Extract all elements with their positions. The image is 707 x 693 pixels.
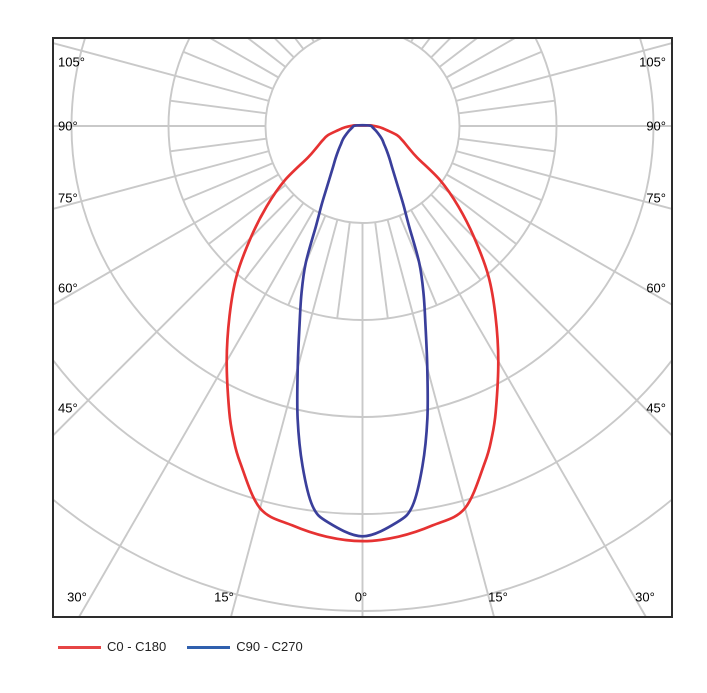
legend-line-red <box>58 645 101 649</box>
intensity-curves <box>225 123 500 543</box>
angle-label: 90° <box>646 119 666 134</box>
grid-radial-line <box>336 222 351 319</box>
angle-label: 60° <box>58 281 78 296</box>
legend-label-c90-c270: C90 - C270 <box>236 639 303 654</box>
grid-radial-line <box>288 0 325 36</box>
grid-radial-line <box>400 0 437 36</box>
angle-label: 90° <box>58 119 78 134</box>
grid-ring <box>54 359 671 515</box>
grid-radial-line <box>420 202 482 281</box>
grid-radial-line <box>182 50 274 90</box>
grid-radial-line <box>430 39 451 59</box>
angle-label: 30° <box>67 590 87 605</box>
angle-label: 0° <box>355 590 367 605</box>
grid-radial-line <box>455 150 671 210</box>
grid-radial-line <box>54 150 270 210</box>
grid-radial-line <box>410 209 647 616</box>
grid-radial-line <box>410 39 414 43</box>
angle-label: 45° <box>646 401 666 416</box>
grid-radial-line <box>455 42 671 102</box>
grid-ring <box>54 498 671 612</box>
grid-radial-line <box>54 42 270 102</box>
legend-item-c0-c180: C0 - C180 <box>58 639 166 655</box>
grid-radial-line <box>446 173 671 306</box>
grid-radial-line <box>374 222 389 319</box>
chart-legend: C0 - C180 C90 - C270 <box>58 639 324 655</box>
legend-line-blue <box>187 645 231 649</box>
grid-radial-line <box>247 39 287 68</box>
grid-radial-line <box>451 50 543 90</box>
curve-c90-c270 <box>295 123 430 538</box>
grid-radial-line <box>170 99 267 115</box>
grid-radial-line <box>182 162 274 202</box>
legend-item-c90-c270: C90 - C270 <box>187 639 303 655</box>
grid-radial-line <box>78 209 315 616</box>
grid-radial-line <box>430 193 671 436</box>
grid-radial-line <box>386 219 495 616</box>
grid-radial-line <box>451 162 543 202</box>
grid-radial-line <box>243 202 305 281</box>
angle-label: 15° <box>214 590 234 605</box>
plot-border <box>52 37 673 618</box>
grid-radial-line <box>388 0 596 32</box>
grid-radial-line <box>458 99 555 115</box>
angle-label: 60° <box>646 281 666 296</box>
angle-label: 45° <box>58 401 78 416</box>
angle-labels: 105° 90° 75° 60° 45° 105° 90° 75° 60° 45° 30° 15° 0°… <box>58 55 666 605</box>
grid-radial-line <box>311 39 315 43</box>
grid-radial-line <box>54 173 279 306</box>
angle-label: 75° <box>646 191 666 206</box>
grid-radial-line <box>170 137 267 153</box>
grid-radial-line <box>130 0 338 32</box>
legend-label-c0-c180: C0 - C180 <box>107 639 167 654</box>
grid-radial-line <box>274 39 295 59</box>
angle-label: 105° <box>58 55 85 70</box>
grid-radial-line <box>458 137 555 153</box>
angle-label: 75° <box>58 191 78 206</box>
grid-radial-line <box>438 39 478 68</box>
grid-radial-line <box>54 193 295 436</box>
angle-label: 30° <box>635 590 655 605</box>
angle-label: 15° <box>488 590 508 605</box>
angle-label: 105° <box>639 55 666 70</box>
grid-radial-line <box>230 219 339 616</box>
